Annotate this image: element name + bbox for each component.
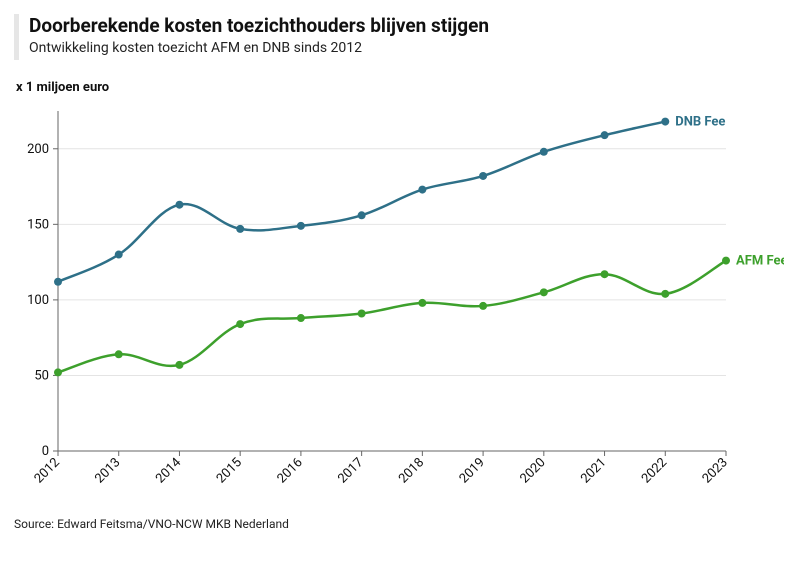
series-marker — [297, 222, 305, 230]
series-end-label: AFM Fee — [736, 253, 784, 268]
x-tick-label: 2018 — [396, 455, 427, 486]
y-tick-label: 0 — [42, 444, 49, 459]
series-marker — [661, 117, 669, 125]
series-marker — [540, 148, 548, 156]
x-tick-label: 2017 — [335, 455, 366, 486]
y-tick-label: 150 — [27, 217, 49, 232]
chart-source: Source: Edward Feitsma/VNO-NCW MKB Neder… — [14, 517, 784, 531]
series-marker — [175, 200, 183, 208]
x-tick-label: 2019 — [457, 455, 488, 486]
series-marker — [540, 288, 548, 296]
y-tick-label: 200 — [27, 142, 49, 157]
series-marker — [236, 225, 244, 233]
x-tick-label: 2014 — [153, 454, 185, 486]
x-tick-label: 2015 — [214, 455, 245, 486]
chart-plot: 0 50 100 150 200 2012 2013 2014 2015 2016 2017 2018… — [14, 101, 784, 511]
series-marker — [115, 350, 123, 358]
chart-subtitle: Ontwikkeling kosten toezicht AFM en DNB … — [14, 38, 784, 60]
series-line — [58, 260, 726, 372]
chart-container: Doorberekende kosten toezichthouders bli… — [0, 0, 800, 575]
series-marker — [418, 185, 426, 193]
chart-svg: 0 50 100 150 200 2012 2013 2014 2015 2016 2017 2018… — [14, 101, 784, 511]
x-tick-label: 2012 — [32, 455, 63, 486]
y-tick-label: 100 — [27, 293, 49, 308]
series-marker — [601, 270, 609, 278]
x-tick-label: 2013 — [92, 455, 123, 486]
source-text: Edward Feitsma/VNO-NCW MKB Nederland — [57, 517, 289, 531]
series-marker — [175, 361, 183, 369]
series-marker — [661, 290, 669, 298]
series-marker — [115, 250, 123, 258]
x-tick-label: 2023 — [700, 455, 731, 486]
series-marker — [479, 172, 487, 180]
y-tick-label: 50 — [34, 368, 49, 383]
series-marker — [54, 278, 62, 286]
series-marker — [479, 302, 487, 310]
series-marker — [601, 131, 609, 139]
x-tick-label: 2022 — [639, 455, 670, 486]
source-prefix: Source: — [14, 517, 57, 531]
y-axis-title: x 1 miljoen euro — [16, 80, 784, 95]
chart-title: Doorberekende kosten toezichthouders bli… — [14, 14, 784, 38]
series-marker — [358, 211, 366, 219]
series-line — [58, 121, 665, 281]
series-marker — [418, 299, 426, 307]
series-marker — [236, 320, 244, 328]
series-end-label: DNB Fee — [675, 114, 725, 129]
series-marker — [358, 309, 366, 317]
x-tick-label: 2021 — [578, 455, 609, 486]
series-marker — [722, 256, 730, 264]
x-tick-label: 2020 — [517, 455, 548, 486]
x-tick-label: 2016 — [274, 455, 305, 486]
series-marker — [297, 314, 305, 322]
series-marker — [54, 368, 62, 376]
